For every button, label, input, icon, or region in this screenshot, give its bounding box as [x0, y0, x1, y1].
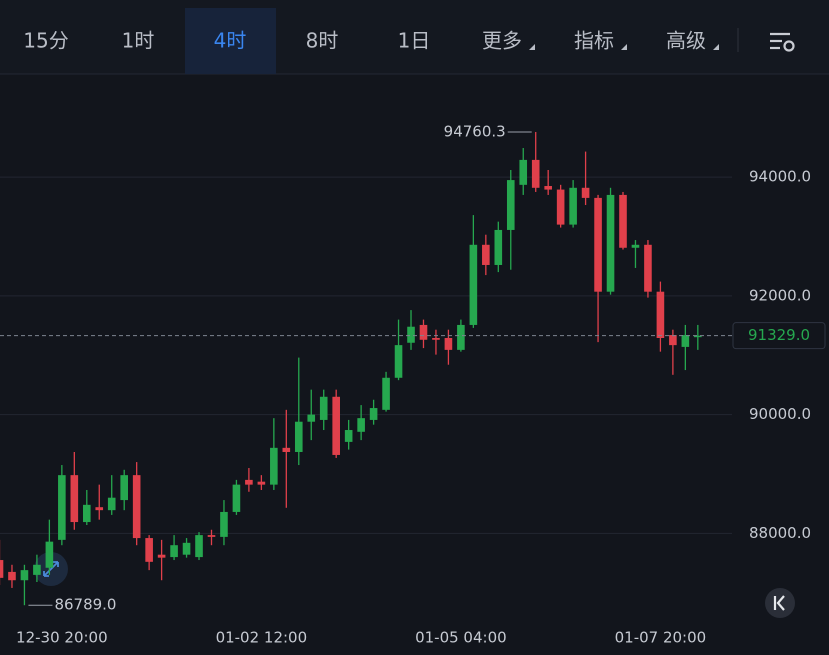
candle-body — [606, 194, 615, 292]
scroll-latest-button[interactable] — [765, 588, 795, 618]
candle-body — [506, 180, 515, 230]
toolbar-bg — [0, 0, 829, 74]
candle-body — [120, 475, 128, 501]
settings-icon[interactable] — [770, 32, 795, 52]
x-tick-label: 01-07 20:00 — [615, 629, 707, 647]
y-tick-label: 90000.0 — [749, 405, 811, 423]
tab[interactable]: 4时 — [214, 29, 247, 53]
candle-body — [33, 564, 41, 575]
candle-body — [457, 324, 465, 350]
candle-body — [232, 484, 241, 512]
candle-body — [594, 197, 602, 292]
tab[interactable]: 指标 — [574, 29, 614, 53]
candle-body — [569, 187, 577, 225]
candle-body — [95, 507, 104, 511]
candle-body — [307, 414, 316, 422]
candle-body — [182, 542, 191, 555]
dropdown-arrow — [621, 44, 627, 50]
toolbar: 15分 1时 4时 8时 1日 更多 指标 高级 — [0, 0, 829, 75]
candle-body — [58, 475, 66, 540]
candle-body — [20, 570, 29, 581]
tab[interactable]: 1日 — [398, 29, 431, 53]
candle-body — [107, 497, 116, 511]
x-tick-label: 01-02 12:00 — [216, 629, 308, 647]
candle-body — [494, 229, 503, 265]
candle-body — [469, 244, 478, 325]
candle-body — [220, 511, 228, 537]
tab[interactable]: 更多 — [482, 29, 522, 53]
candle-body — [45, 541, 54, 568]
candle-body — [681, 335, 690, 347]
candle-body — [531, 159, 540, 188]
low-label: 86789.0 — [54, 596, 116, 614]
candle-body — [82, 504, 91, 523]
tab[interactable]: 8时 — [306, 29, 339, 53]
candle-body — [369, 408, 378, 420]
candle-body — [170, 545, 178, 558]
expand-button[interactable] — [34, 552, 68, 586]
candle-body — [332, 396, 340, 455]
candle-body — [319, 396, 328, 420]
candle-body — [581, 187, 590, 198]
tab[interactable]: 高级 — [666, 29, 706, 53]
y-tick-label: 88000.0 — [749, 524, 811, 542]
candle-body — [407, 326, 415, 343]
candle-body — [669, 335, 677, 346]
x-tick-label: 12-30 20:00 — [16, 629, 108, 647]
x-tick-label: 01-05 04:00 — [415, 629, 507, 647]
candle-body — [357, 418, 365, 432]
candle-body — [394, 345, 403, 378]
candle-body — [644, 244, 652, 292]
candle-body — [0, 560, 4, 578]
last-price-box — [732, 322, 826, 350]
candle-body — [8, 571, 16, 581]
candle-body — [382, 377, 390, 410]
candle-body — [432, 338, 440, 340]
candle-body — [270, 447, 278, 485]
candle-body — [656, 291, 665, 339]
y-tick-label: 94000.0 — [749, 168, 811, 186]
candle-body — [344, 430, 353, 442]
candle-body — [482, 244, 490, 265]
candle-body — [419, 324, 428, 340]
y-tick-label: 92000.0 — [749, 286, 811, 304]
candle-body — [556, 189, 565, 225]
candle-body — [619, 194, 627, 248]
candle-body — [157, 554, 166, 558]
candle-body — [294, 421, 303, 452]
last-price-label: 91329.0 — [748, 326, 810, 344]
active-tab-bg — [185, 8, 276, 74]
candle-body — [195, 535, 203, 558]
high-label: 94760.3 — [444, 122, 506, 140]
candle-body — [694, 335, 702, 338]
dropdown-arrow — [713, 44, 719, 50]
candle-body — [70, 475, 79, 523]
candle-body — [145, 538, 153, 562]
candle-body — [282, 447, 291, 452]
candle-body — [631, 244, 640, 248]
candle-body — [132, 475, 141, 539]
candle-body — [444, 338, 453, 350]
candle-body — [257, 481, 266, 485]
candle-body — [207, 535, 216, 537]
candle-body — [245, 479, 253, 485]
dropdown-arrow — [529, 44, 535, 50]
tab[interactable]: 15分 — [23, 29, 68, 53]
candle-body — [519, 159, 528, 185]
candle-body — [544, 186, 552, 190]
tab[interactable]: 1时 — [122, 29, 155, 53]
